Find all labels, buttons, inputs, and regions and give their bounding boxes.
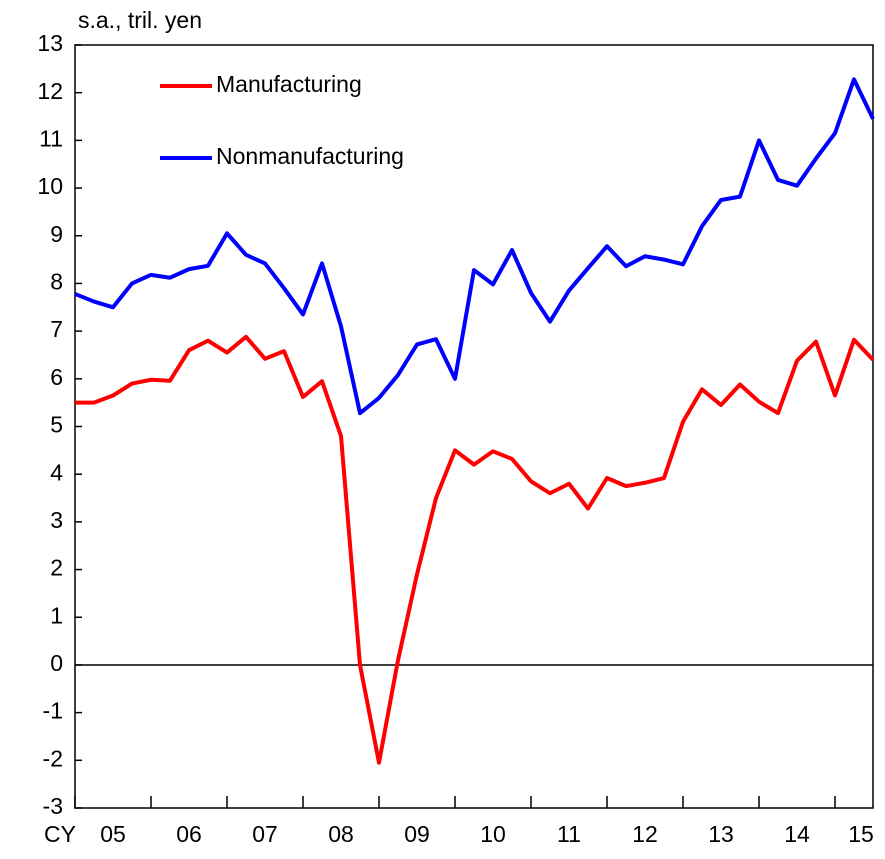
x-tick-label: 14 xyxy=(784,821,810,847)
y-tick-label: 10 xyxy=(37,173,63,199)
legend-label: Nonmanufacturing xyxy=(216,143,404,169)
x-prefix: CY xyxy=(44,821,76,847)
x-tick-label: 08 xyxy=(328,821,354,847)
y-tick-label: 8 xyxy=(50,269,63,295)
y-tick-label: -1 xyxy=(43,698,63,724)
x-tick-label: 09 xyxy=(404,821,430,847)
x-tick-label: 12 xyxy=(632,821,658,847)
y-tick-label: 0 xyxy=(50,650,63,676)
y-tick-label: -2 xyxy=(43,745,63,771)
y-tick-label: 2 xyxy=(50,555,63,581)
y-unit-label: s.a., tril. yen xyxy=(78,7,202,33)
x-tick-label: 11 xyxy=(557,821,581,847)
y-tick-label: -3 xyxy=(43,793,63,819)
line-series xyxy=(74,77,875,416)
x-tick-label: 13 xyxy=(708,821,734,847)
x-tick-label: 07 xyxy=(252,821,278,847)
y-tick-label: 7 xyxy=(50,316,63,342)
x-tick-label: 05 xyxy=(100,821,126,847)
legend-label: Manufacturing xyxy=(216,71,362,97)
plot-frame xyxy=(74,44,874,809)
y-tick-label: 5 xyxy=(50,412,63,438)
x-tick-label: 15 xyxy=(848,821,874,847)
y-tick-label: 4 xyxy=(50,459,63,485)
x-tick-label: 10 xyxy=(480,821,506,847)
y-tick-label: 12 xyxy=(37,78,63,104)
y-tick-label: 3 xyxy=(50,507,63,533)
x-tick-label: 06 xyxy=(176,821,202,847)
y-tick-label: 1 xyxy=(50,602,63,628)
y-tick-label: 9 xyxy=(50,221,63,247)
y-tick-label: 11 xyxy=(39,125,63,151)
line-series xyxy=(75,334,875,765)
y-tick-label: 13 xyxy=(37,30,63,56)
y-tick-label: 6 xyxy=(50,364,63,390)
